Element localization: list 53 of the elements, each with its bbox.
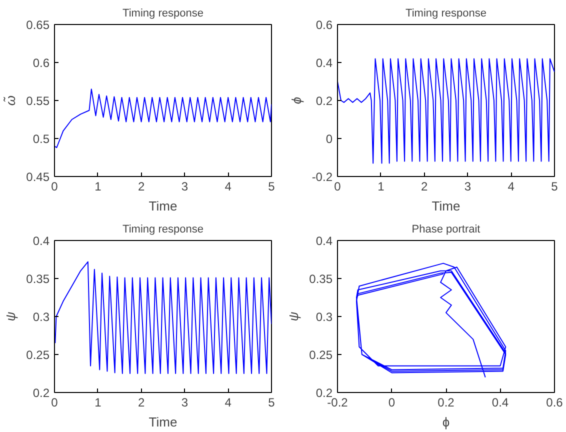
- y-axis-title: ψ: [286, 311, 302, 322]
- y-tick-label: 0.55: [26, 94, 50, 108]
- y-tick-label: 0: [326, 132, 333, 146]
- chart-title: Timing response: [406, 8, 486, 20]
- x-tick-label: 0: [51, 396, 58, 410]
- x-axis-title: Time: [432, 198, 460, 214]
- y-tick-label: 0.2: [32, 386, 50, 400]
- y-tick-label: 0.4: [32, 234, 50, 248]
- x-tick-label: 5: [268, 396, 276, 410]
- y-tick-label: 0.5: [32, 132, 50, 146]
- x-tick-label: 2: [138, 180, 145, 194]
- x-tick-label: 0.4: [492, 396, 509, 410]
- y-tick-label: 0.35: [309, 272, 333, 286]
- x-tick-label: 1: [378, 180, 385, 194]
- x-tick-label: 4: [224, 396, 232, 410]
- x-tick-label: 5: [268, 180, 276, 194]
- chart-title: Timing response: [122, 8, 204, 20]
- y-tick-label: 0.4: [316, 234, 333, 248]
- x-axis-title: Time: [148, 198, 178, 214]
- y-tick-label: 0.4: [316, 56, 333, 70]
- x-tick-label: 0.2: [438, 396, 455, 410]
- y-tick-label: 0.25: [309, 348, 333, 362]
- y-tick-label: 0.45: [26, 170, 50, 184]
- y-tick-label: -0.2: [312, 170, 333, 184]
- y-tick-label: 0.25: [26, 348, 50, 362]
- x-tick-label: 4: [224, 180, 232, 194]
- x-tick-label: 2: [138, 396, 145, 410]
- x-tick-label: 2: [420, 180, 428, 194]
- x-tick-label: 0: [388, 396, 396, 410]
- y-tick-label: 0.2: [316, 94, 333, 108]
- x-tick-label: 3: [181, 396, 188, 410]
- x-tick-label: 3: [181, 180, 188, 194]
- y-tick-label: 0.3: [316, 310, 333, 324]
- chart-title: Timing response: [122, 224, 204, 236]
- x-tick-label: 0: [51, 180, 58, 194]
- chart-title: Phase portrait: [412, 224, 480, 236]
- x-axis-title: ϕ: [442, 414, 450, 430]
- y-tick-label: 0.6: [32, 56, 50, 70]
- x-tick-label: 1: [94, 396, 102, 410]
- y-tick-label: 0.35: [26, 272, 50, 286]
- x-tick-label: 4: [508, 180, 515, 194]
- y-axis-title: ψ: [3, 311, 18, 322]
- y-tick-label: 0.3: [32, 310, 50, 324]
- x-tick-label: 0: [334, 180, 342, 194]
- x-axis-title: Time: [148, 414, 178, 430]
- x-tick-label: 0.6: [546, 396, 564, 410]
- x-tick-label: 5: [551, 180, 558, 194]
- x-tick-label: 1: [94, 180, 102, 194]
- x-tick-label: 3: [464, 180, 472, 194]
- y-tick-label: 0.6: [316, 18, 333, 32]
- y-tick-label: 0.65: [26, 18, 50, 32]
- y-axis-title: ϕ: [288, 96, 304, 104]
- y-axis-title: ω̃: [3, 95, 18, 106]
